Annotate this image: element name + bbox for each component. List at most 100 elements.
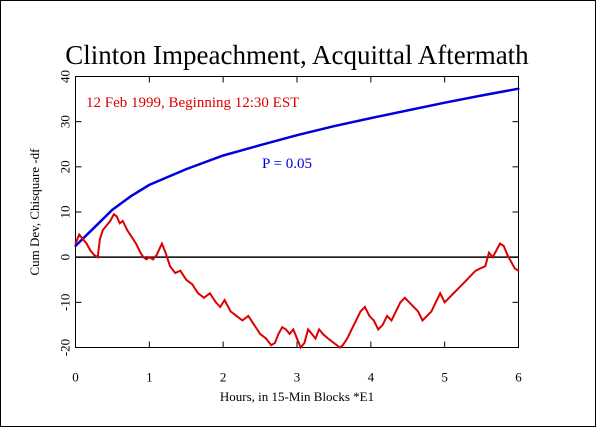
y-tick-label: 20 [58, 160, 73, 173]
data-point [491, 256, 494, 259]
data-point [105, 224, 108, 227]
x-tick-label: 3 [294, 370, 301, 385]
x-axis-label: Hours, in 15-Min Blocks *E1 [220, 389, 374, 404]
axes: 0 1 2 3 4 5 6 -20 -10 0 10 20 30 40 [58, 70, 523, 385]
data-point [208, 292, 211, 295]
probability-annotation: P = 0.05 [262, 156, 312, 172]
data-point [439, 292, 442, 295]
data-point [121, 220, 124, 222]
data-point [142, 256, 145, 259]
data-point [341, 344, 344, 347]
data-point [395, 310, 397, 313]
data-point [152, 258, 154, 261]
probability-point [74, 244, 77, 247]
data-point [197, 292, 199, 295]
date-annotation: 12 Feb 1999, Beginning 12:30 EST [86, 95, 299, 111]
data-point [359, 310, 362, 313]
data-point [448, 296, 450, 299]
data-point [115, 215, 118, 218]
data-point [346, 337, 349, 340]
data-point [506, 254, 509, 256]
probability-point [406, 109, 409, 112]
x-tick-label: 2 [220, 370, 227, 385]
data-point [479, 267, 482, 270]
data-point [296, 337, 298, 340]
data-point [281, 326, 284, 329]
data-point [93, 254, 95, 256]
data-point [417, 310, 419, 313]
y-tick-label: 0 [58, 254, 73, 261]
probability-point [111, 208, 114, 211]
data-point [443, 301, 446, 304]
data-point [408, 301, 411, 304]
data-point [118, 222, 121, 225]
data-point [484, 265, 487, 268]
probability-point [517, 87, 520, 90]
probability-point [480, 94, 483, 97]
probability-point [148, 183, 151, 186]
data-point [164, 251, 167, 254]
data-point [381, 324, 384, 326]
data-point [112, 213, 115, 216]
data-point [470, 274, 473, 277]
data-point [318, 328, 321, 331]
x-tick-label: 5 [441, 370, 448, 385]
data-point [288, 333, 291, 335]
data-point [265, 337, 267, 340]
data-point [377, 328, 380, 331]
data-point [169, 265, 171, 268]
data-point [145, 258, 148, 261]
data-point [399, 301, 402, 304]
data-point [502, 244, 505, 247]
data-point [78, 233, 81, 236]
data-point [270, 344, 273, 347]
data-point [421, 319, 424, 322]
data-point [299, 346, 302, 349]
y-axis-label: Cum Dev, Chisquare -df [27, 148, 42, 276]
y-tick-label: -20 [58, 339, 73, 356]
data-point [85, 242, 88, 245]
x-tick-label: 4 [368, 370, 375, 385]
data-point [307, 328, 309, 331]
data-point [372, 319, 375, 322]
data-point [457, 287, 459, 290]
data-point [364, 305, 366, 308]
data-point [229, 310, 232, 313]
data-point [499, 242, 501, 245]
data-point [333, 342, 335, 344]
data-point [452, 292, 455, 295]
probability-point [369, 116, 372, 120]
data-point [130, 235, 133, 238]
data-point [277, 333, 280, 335]
data-point [126, 229, 129, 231]
data-point [253, 324, 256, 326]
data-point [241, 319, 244, 322]
data-point [403, 296, 406, 299]
data-point [314, 337, 317, 340]
data-point [139, 251, 142, 254]
data-point [426, 314, 428, 317]
data-point [160, 242, 163, 245]
data-point [174, 272, 177, 274]
data-point [310, 333, 313, 335]
data-point [247, 314, 250, 317]
x-tick-label: 1 [146, 370, 153, 385]
y-tick-label: 30 [58, 115, 73, 128]
data-point [109, 220, 112, 222]
probability-point [185, 167, 188, 171]
probability-point [443, 101, 446, 104]
probability-point [332, 125, 336, 128]
data-point [303, 342, 306, 344]
data-point [89, 249, 92, 252]
data-point [273, 342, 276, 344]
data-point [259, 333, 261, 335]
data-point [214, 301, 217, 304]
data-points [74, 87, 520, 349]
data-point [495, 249, 498, 252]
data-point [148, 256, 151, 259]
data-point [338, 346, 341, 349]
data-point [235, 314, 238, 317]
